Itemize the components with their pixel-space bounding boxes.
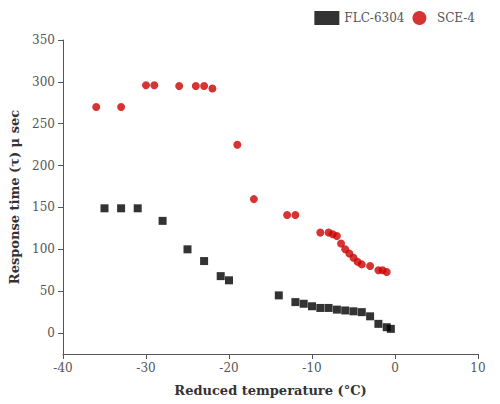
svg-text:100: 100 xyxy=(32,242,55,256)
svg-text:250: 250 xyxy=(32,117,55,131)
svg-text:0: 0 xyxy=(391,361,399,375)
svg-text:200: 200 xyxy=(32,159,55,173)
svg-text:300: 300 xyxy=(32,75,55,89)
svg-text:10: 10 xyxy=(470,361,485,375)
svg-text:350: 350 xyxy=(32,33,55,47)
svg-text:-10: -10 xyxy=(302,361,321,375)
svg-text:FLC-6304: FLC-6304 xyxy=(344,11,404,25)
svg-text:Reduced temperature (°C): Reduced temperature (°C) xyxy=(174,383,366,398)
svg-text:150: 150 xyxy=(32,200,55,214)
svg-text:SCE-4: SCE-4 xyxy=(437,11,475,25)
svg-text:-20: -20 xyxy=(219,361,238,375)
svg-text:0: 0 xyxy=(47,326,55,340)
svg-text:Response time (τ) μ sec: Response time (τ) μ sec xyxy=(7,110,22,284)
svg-text:50: 50 xyxy=(40,284,55,298)
svg-text:-40: -40 xyxy=(53,361,72,375)
svg-text:-30: -30 xyxy=(136,361,155,375)
